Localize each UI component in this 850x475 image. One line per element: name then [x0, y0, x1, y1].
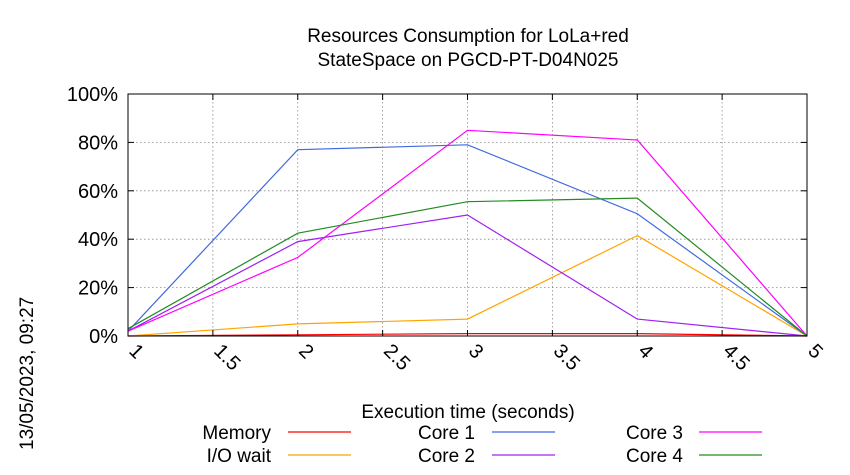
x-tick-label: 2 — [294, 340, 317, 363]
legend-label: Core 1 — [418, 423, 475, 444]
x-tick-label: 3 — [464, 340, 487, 363]
x-tick-label: 3.5 — [549, 340, 584, 375]
legend-label: I/O wait — [207, 446, 272, 467]
series-lines — [127, 129, 808, 337]
x-axis-label: Execution time (seconds) — [361, 402, 574, 423]
axis-ticks: 0% 20% 40% 60% 80% 100% 1 1.5 2 2.5 3 3.5 4 4.5 5 — [67, 84, 827, 375]
y-tick-label: 0% — [89, 326, 118, 348]
y-tick-label: 40% — [78, 229, 118, 251]
series-line-i-o-wait — [127, 234, 808, 337]
series-line-core-4 — [127, 197, 808, 337]
y-tick-label: 20% — [78, 278, 118, 300]
x-tick-label: 4 — [634, 340, 657, 363]
x-tick-label: 4.5 — [719, 340, 754, 375]
chart-title-line-2: StateSpace on PGCD-PT-D04N025 — [318, 50, 619, 71]
x-tick-label: 2.5 — [379, 340, 414, 375]
chart-title-line-1: Resources Consumption for LoLa+red — [307, 26, 629, 47]
series-line-core-2 — [127, 214, 808, 337]
legend-label: Memory — [202, 423, 271, 444]
y-tick-label: 100% — [67, 84, 118, 106]
y-tick-label: 80% — [78, 132, 118, 154]
grid-lines — [128, 94, 807, 336]
x-tick-label: 1 — [124, 340, 147, 363]
legend-label: Core 4 — [626, 446, 683, 467]
y-tick-label: 60% — [78, 181, 118, 203]
x-tick-label: 1.5 — [209, 340, 244, 375]
legend-label: Core 2 — [418, 446, 475, 467]
series-line-core-3 — [127, 129, 808, 337]
legend-label: Core 3 — [626, 423, 683, 444]
timestamp: 13/05/2023, 09:27 — [17, 297, 38, 450]
series-line-core-1 — [127, 144, 808, 337]
x-tick-label: 5 — [803, 340, 826, 363]
